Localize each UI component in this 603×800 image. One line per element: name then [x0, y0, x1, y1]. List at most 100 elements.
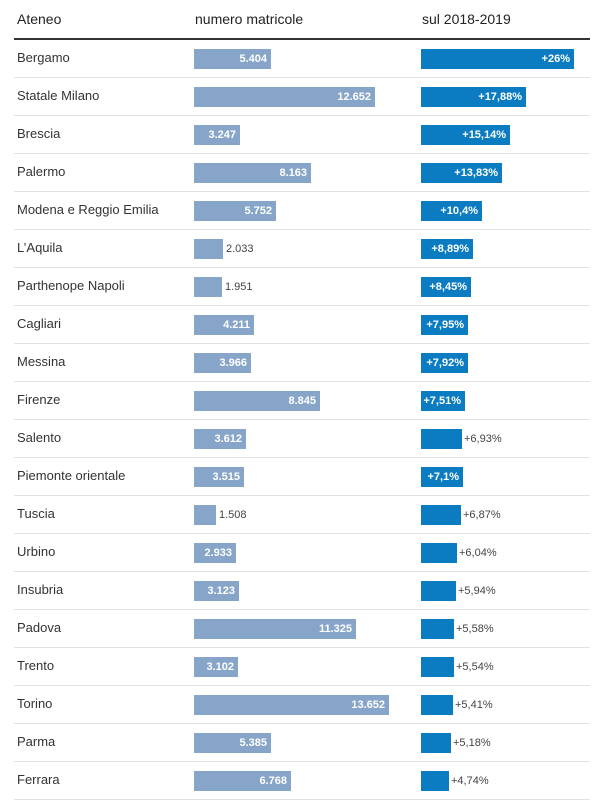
matricole-value-label: 6.768: [259, 775, 287, 787]
matricole-value-label: 3.123: [207, 585, 235, 597]
table-row: Parma 5.385 +5,18%: [14, 724, 590, 762]
ateneo-name: Piemonte orientale: [17, 468, 126, 483]
table-row: Urbino 2.933 +6,04%: [14, 534, 590, 572]
variazione-value-label: +10,4%: [440, 205, 478, 217]
matricole-value-label: 3.966: [219, 357, 247, 369]
matricole-value-label: 3.612: [214, 433, 242, 445]
table-row: Firenze 8.845 +7,51%: [14, 382, 590, 420]
variazione-value-label: +15,14%: [462, 129, 506, 141]
table-row: Tuscia 1.508 +6,87%: [14, 496, 590, 534]
ateneo-name: Torino: [17, 696, 53, 711]
matricole-value-label: 8.845: [288, 395, 316, 407]
variazione-value-label: +6,04%: [459, 547, 497, 559]
ateneo-name: Urbino: [17, 544, 56, 559]
table-row: Modena e Reggio Emilia 5.752 +10,4%: [14, 192, 590, 230]
matricole-value-label: 2.033: [226, 243, 254, 255]
table-row: Cagliari 4.211 +7,95%: [14, 306, 590, 344]
matricole-bar: [194, 239, 223, 259]
table-row: Torino 13.652 +5,41%: [14, 686, 590, 724]
table-row: Parthenope Napoli 1.951 +8,45%: [14, 268, 590, 306]
matricole-bar: 6.768: [194, 771, 291, 791]
ateneo-name: Ferrara: [17, 772, 60, 787]
matricole-value-label: 4.211: [223, 319, 250, 331]
variazione-bar: [421, 543, 457, 563]
matricole-bar: 2.933: [194, 543, 236, 563]
variazione-bar: +8,45%: [421, 277, 471, 297]
matricole-value-label: 3.247: [208, 129, 236, 141]
table-row: Palermo 8.163 +13,83%: [14, 154, 590, 192]
variazione-bar: +7,92%: [421, 353, 468, 373]
university-enrollment-table: Ateneo numero matricole sul 2018-2019 Be…: [14, 0, 590, 800]
matricole-bar: 11.325: [194, 619, 356, 639]
variazione-value-label: +5,41%: [455, 699, 493, 711]
matricole-value-label: 5.752: [244, 205, 272, 217]
variazione-bar: [421, 733, 451, 753]
ateneo-name: Trento: [17, 658, 55, 673]
ateneo-name: Insubria: [17, 582, 64, 597]
variazione-value-label: +13,83%: [454, 167, 498, 179]
variazione-value-label: +4,74%: [451, 775, 489, 787]
variazione-value-label: +6,87%: [463, 509, 501, 521]
variazione-bar: [421, 505, 461, 525]
variazione-bar: [421, 619, 454, 639]
matricole-bar: 13.652: [194, 695, 389, 715]
table-row: Statale Milano 12.652 +17,88%: [14, 78, 590, 116]
matricole-value-label: 5.404: [239, 53, 267, 65]
matricole-value-label: 12.652: [337, 91, 371, 103]
matricole-value-label: 3.515: [212, 471, 240, 483]
ateneo-name: Cagliari: [17, 316, 62, 331]
variazione-bar: [421, 429, 462, 449]
table-row: Ferrara 6.768 +4,74%: [14, 762, 590, 800]
matricole-bar: 3.515: [194, 467, 244, 487]
matricole-bar: 5.404: [194, 49, 271, 69]
variazione-bar: [421, 771, 449, 791]
variazione-bar: +7,95%: [421, 315, 468, 335]
ateneo-name: Parma: [17, 734, 56, 749]
matricole-bar: 3.612: [194, 429, 246, 449]
matricole-value-label: 8.163: [279, 167, 307, 179]
matricole-value-label: 5.385: [239, 737, 267, 749]
matricole-value-label: 3.102: [206, 661, 234, 673]
variazione-bar: +10,4%: [421, 201, 482, 221]
matricole-bar: 5.385: [194, 733, 271, 753]
column-header-variazione: sul 2018-2019: [422, 11, 511, 27]
matricole-bar: 8.163: [194, 163, 311, 183]
matricole-bar: 3.102: [194, 657, 238, 677]
table-row: Salento 3.612 +6,93%: [14, 420, 590, 458]
matricole-bar: 12.652: [194, 87, 375, 107]
matricole-bar: 3.123: [194, 581, 239, 601]
table-row: L’Aquila 2.033 +8,89%: [14, 230, 590, 268]
column-header-ateneo: Ateneo: [17, 11, 62, 27]
ateneo-name: Salento: [17, 430, 62, 445]
variazione-bar: +8,89%: [421, 239, 473, 259]
matricole-bar: 5.752: [194, 201, 276, 221]
ateneo-name: Padova: [17, 620, 62, 635]
variazione-value-label: +6,93%: [464, 433, 502, 445]
ateneo-name: Palermo: [17, 164, 66, 179]
variazione-value-label: +5,58%: [456, 623, 494, 635]
matricole-bar: [194, 277, 222, 297]
variazione-value-label: +26%: [541, 53, 570, 65]
table-row: Messina 3.966 +7,92%: [14, 344, 590, 382]
variazione-value-label: +17,88%: [478, 91, 522, 103]
matricole-bar: 8.845: [194, 391, 320, 411]
variazione-bar: [421, 695, 453, 715]
matricole-value-label: 1.951: [225, 281, 253, 293]
ateneo-name: Modena e Reggio Emilia: [17, 202, 159, 217]
matricole-bar: [194, 505, 216, 525]
ateneo-name: Parthenope Napoli: [17, 278, 125, 293]
variazione-bar: [421, 581, 456, 601]
table-row: Trento 3.102 +5,54%: [14, 648, 590, 686]
matricole-value-label: 1.508: [219, 509, 247, 521]
variazione-bar: +13,83%: [421, 163, 502, 183]
ateneo-name: L’Aquila: [17, 240, 63, 255]
variazione-value-label: +5,54%: [456, 661, 494, 673]
variazione-bar: [421, 657, 454, 677]
matricole-value-label: 11.325: [318, 623, 352, 635]
variazione-value-label: +7,1%: [427, 471, 460, 483]
ateneo-name: Firenze: [17, 392, 61, 407]
table-header: Ateneo numero matricole sul 2018-2019: [14, 0, 590, 40]
matricole-bar: 3.247: [194, 125, 240, 145]
table-row: Piemonte orientale 3.515 +7,1%: [14, 458, 590, 496]
variazione-value-label: +8,89%: [431, 243, 469, 255]
